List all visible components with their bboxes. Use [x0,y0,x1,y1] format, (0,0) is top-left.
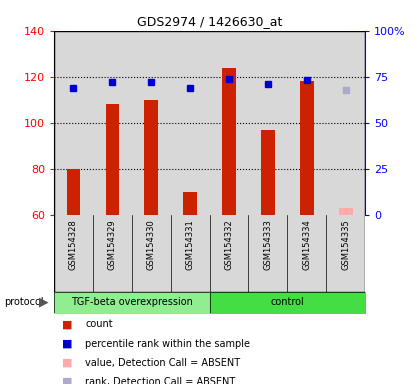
Bar [249,215,287,292]
Bar [54,292,210,313]
Text: GSM154333: GSM154333 [264,219,272,270]
Bar [54,31,93,215]
Bar [93,215,132,292]
Bar [326,215,365,292]
Text: count: count [85,319,113,329]
Text: ▶: ▶ [39,296,49,309]
Bar [210,215,249,292]
Text: GSM154329: GSM154329 [108,219,117,270]
Bar [210,292,365,313]
Text: rank, Detection Call = ABSENT: rank, Detection Call = ABSENT [85,377,235,384]
Bar [171,31,210,215]
Bar [54,215,93,292]
Text: GSM154335: GSM154335 [341,219,350,270]
Text: GSM154331: GSM154331 [186,219,195,270]
Text: ■: ■ [62,358,73,368]
Bar [132,215,171,292]
Bar [261,130,275,215]
Bar [66,169,80,215]
Bar [171,215,210,292]
Text: value, Detection Call = ABSENT: value, Detection Call = ABSENT [85,358,240,368]
Bar [249,31,288,215]
Text: GSM154334: GSM154334 [303,219,311,270]
Bar [93,31,132,215]
Text: TGF-beta overexpression: TGF-beta overexpression [71,297,193,308]
Text: GSM154328: GSM154328 [69,219,78,270]
Text: ■: ■ [62,339,73,349]
Text: percentile rank within the sample: percentile rank within the sample [85,339,250,349]
Bar [287,215,326,292]
Bar [105,104,119,215]
Text: GSM154330: GSM154330 [147,219,156,270]
Bar [183,192,197,215]
Text: protocol: protocol [4,297,44,308]
Bar [210,31,249,215]
Title: GDS2974 / 1426630_at: GDS2974 / 1426630_at [137,15,282,28]
Bar [132,31,171,215]
Bar [300,81,314,215]
Text: ■: ■ [62,377,73,384]
Bar [144,100,158,215]
Text: control: control [271,297,304,308]
Text: ■: ■ [62,319,73,329]
Text: GSM154332: GSM154332 [225,219,234,270]
Bar [339,208,353,215]
Bar [222,68,236,215]
Bar [326,31,365,215]
Bar [288,31,326,215]
